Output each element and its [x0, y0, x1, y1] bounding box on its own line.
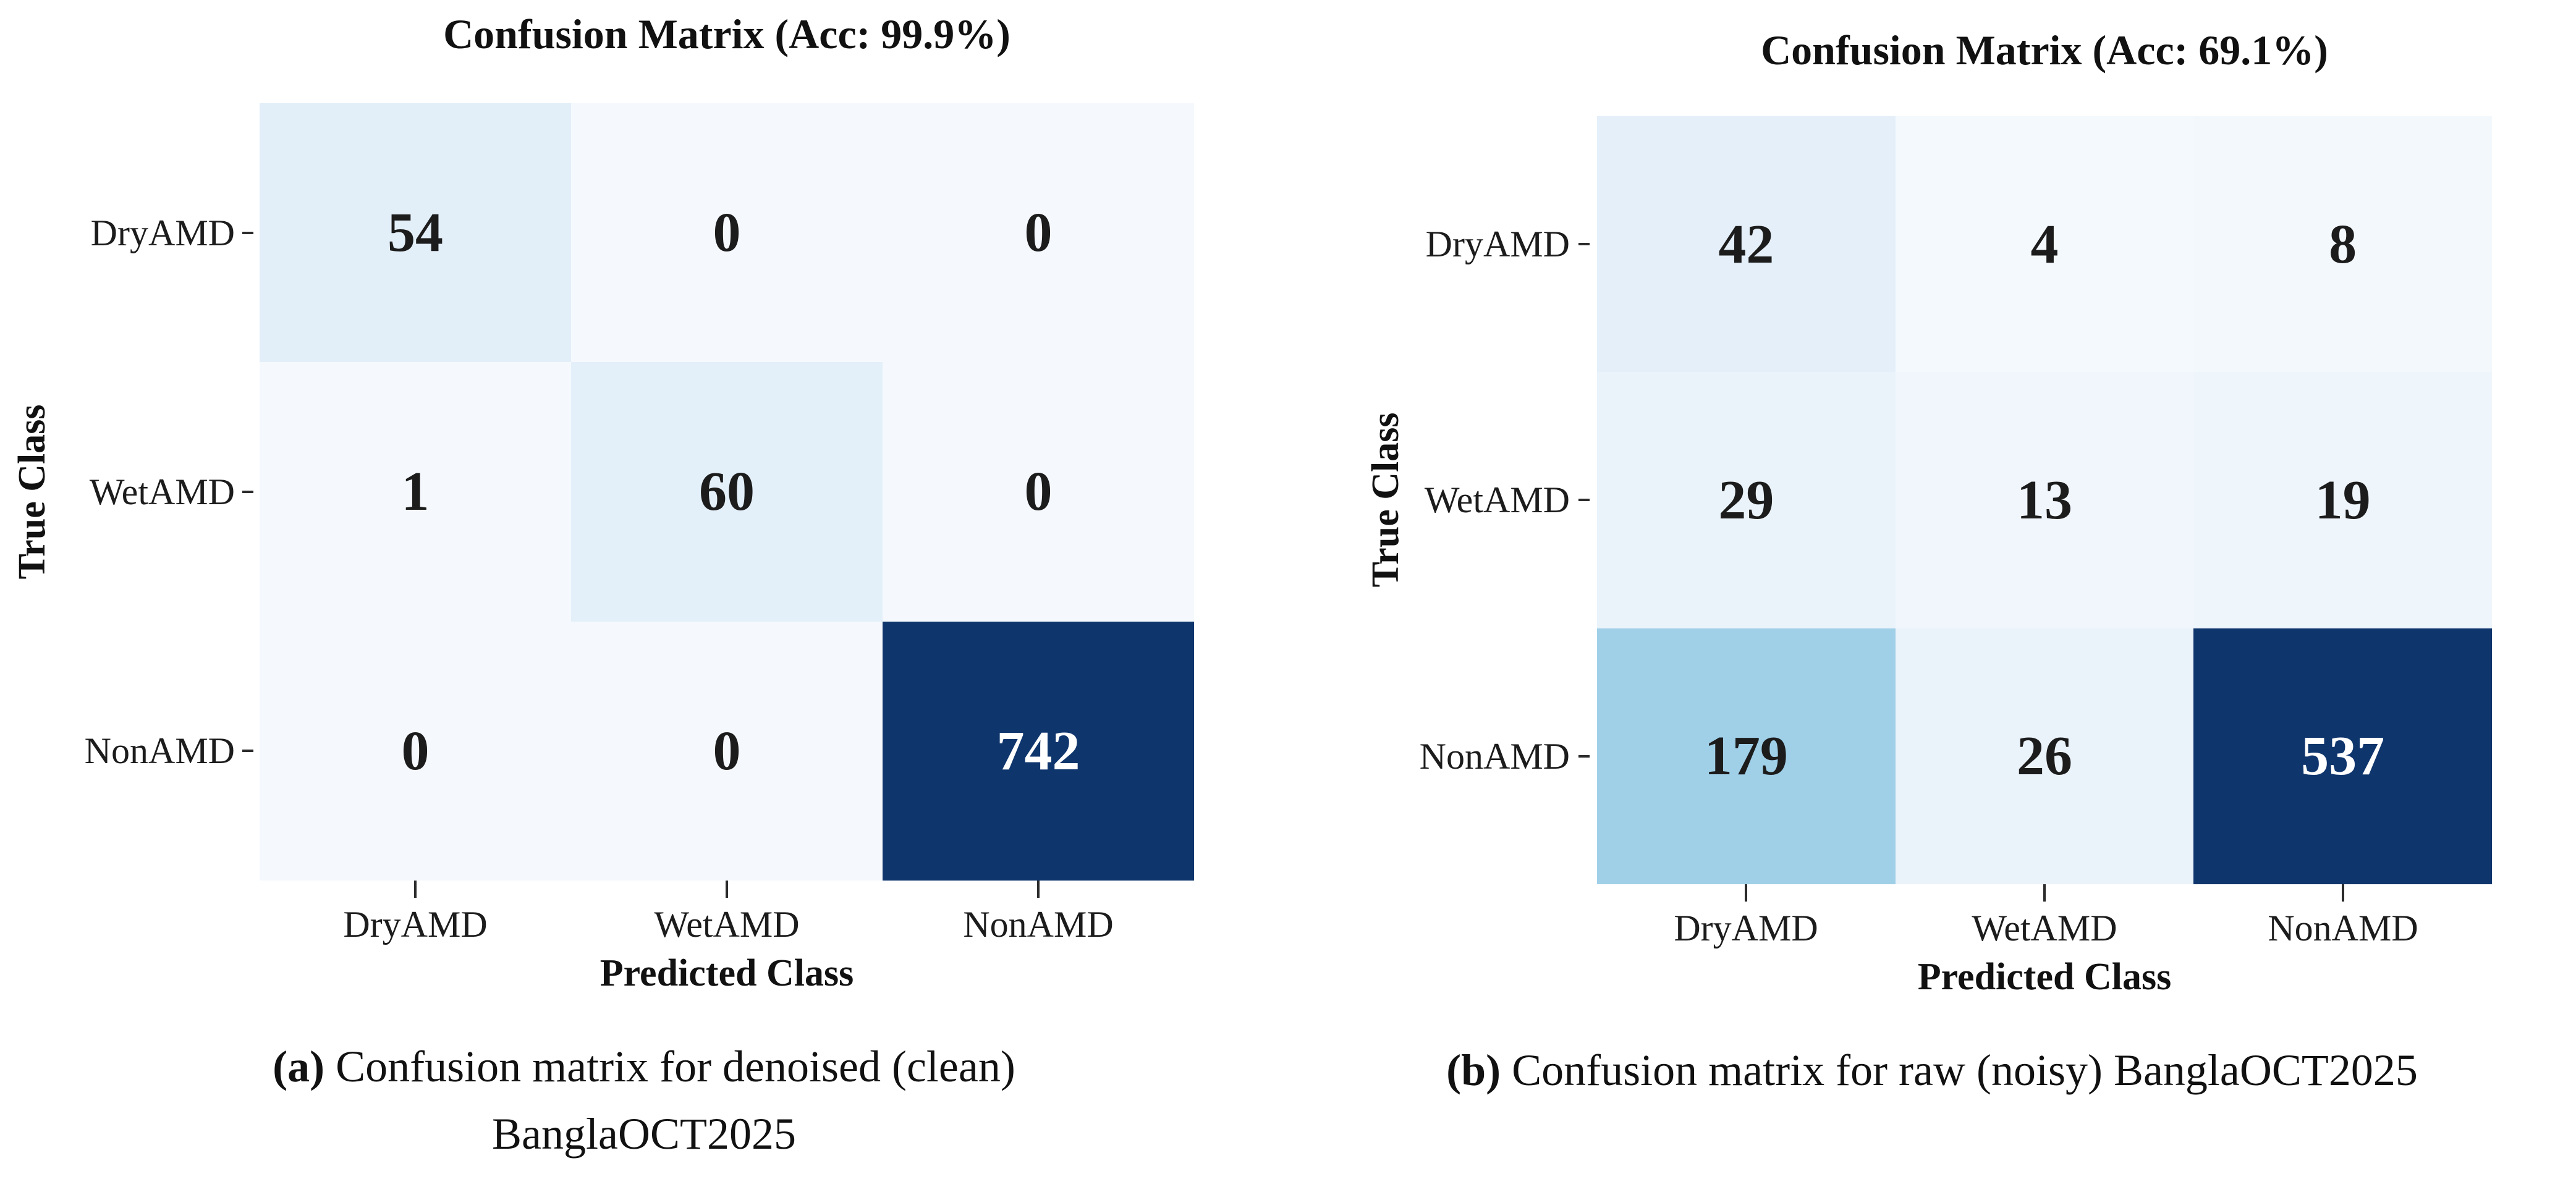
panel-a-ytickmark-2: [242, 491, 253, 493]
panel-b-xtickmark-1: [1745, 884, 1747, 902]
panel-a-caption: (a) Confusion matrix for denoised (clean…: [25, 1033, 1263, 1168]
panel-a-x-axis-label: Predicted Class: [600, 952, 854, 994]
confusion-cell-a-r0c1: 0: [571, 103, 883, 363]
panel-a-xtick-nonamd: NonAMD: [963, 904, 1114, 945]
panel-b-caption-line1: (b) Confusion matrix for raw (noisy) Ban…: [1300, 1037, 2564, 1104]
panel-b-caption-text: Confusion matrix for raw (noisy) BanglaO…: [1512, 1046, 2418, 1095]
panel-b-ytick-nonamd: NonAMD: [1419, 736, 1570, 777]
panel-a-caption-line2: BanglaOCT2025: [492, 1109, 796, 1159]
confusion-cell-b-r1c0: 29: [1597, 372, 1896, 628]
panel-b-ytickmark-2: [1578, 499, 1590, 501]
panel-b-confusion-matrix: 42 4 8 29 13 19 179 26 537: [1597, 116, 2492, 884]
panel-a-ytickmark-1: [242, 232, 253, 234]
confusion-cell-a-r1c1: 60: [571, 362, 883, 622]
panel-b-caption-marker: (b): [1446, 1046, 1501, 1095]
panel-a: Confusion Matrix (Acc: 99.9%) True Class…: [11, 11, 1263, 1168]
panel-b-chart-title: Confusion Matrix (Acc: 69.1%): [1761, 27, 2328, 74]
panel-b-xtick-dryamd: DryAMD: [1674, 908, 1818, 949]
panel-b-xtickmark-2: [2043, 884, 2046, 902]
confusion-cell-a-r2c2: 742: [883, 621, 1194, 881]
panel-a-chart-title: Confusion Matrix (Acc: 99.9%): [443, 11, 1010, 57]
panel-a-xtickmark-2: [726, 881, 728, 898]
confusion-cell-b-r0c2: 8: [2193, 116, 2492, 373]
confusion-cell-b-r0c0: 42: [1597, 116, 1896, 373]
panel-b-caption: (b) Confusion matrix for raw (noisy) Ban…: [1300, 1037, 2564, 1104]
panel-b-xtick-wetamd: WetAMD: [1972, 908, 2117, 949]
panel-b-ytick-dryamd: DryAMD: [1425, 224, 1570, 264]
panel-a-xtick-dryamd: DryAMD: [343, 904, 488, 945]
confusion-cell-a-r0c0: 54: [260, 103, 571, 363]
confusion-cell-a-r1c2: 0: [883, 362, 1194, 622]
panel-a-ytick-nonamd: NonAMD: [84, 730, 235, 771]
panel-a-caption-marker: (a): [273, 1042, 325, 1091]
panel-b-ytickmark-1: [1578, 243, 1590, 245]
panel-b-xtick-nonamd: NonAMD: [2268, 908, 2418, 949]
confusion-cell-b-r0c1: 4: [1895, 116, 2194, 373]
confusion-cell-b-r2c0: 179: [1597, 628, 1896, 884]
panel-a-caption-line1: (a) Confusion matrix for denoised (clean…: [25, 1033, 1263, 1101]
panel-b-xtickmark-3: [2342, 884, 2344, 902]
panel-a-ytick-dryamd: DryAMD: [90, 213, 235, 253]
panel-b-ytickmark-3: [1578, 755, 1590, 758]
confusion-cell-a-r2c1: 0: [571, 621, 883, 881]
panel-a-xtickmark-3: [1037, 881, 1040, 898]
panel-a-xtick-wetamd: WetAMD: [654, 904, 800, 945]
panel-b-x-axis-label: Predicted Class: [1917, 956, 2172, 998]
confusion-cell-b-r1c2: 19: [2193, 372, 2492, 628]
confusion-cell-a-r1c0: 1: [260, 362, 571, 622]
confusion-cell-b-r2c2: 537: [2193, 628, 2492, 884]
confusion-cell-a-r2c0: 0: [260, 621, 571, 881]
panel-b-ytick-wetamd: WetAMD: [1424, 480, 1570, 520]
confusion-cell-a-r0c2: 0: [883, 103, 1194, 363]
panel-a-ytick-wetamd: WetAMD: [89, 471, 235, 512]
confusion-cell-b-r2c1: 26: [1895, 628, 2194, 884]
panel-a-ytickmark-3: [242, 750, 253, 752]
panel-a-confusion-matrix: 54 0 0 1 60 0 0 0 742: [260, 103, 1194, 881]
panel-a-caption-text: Confusion matrix for denoised (clean): [336, 1042, 1015, 1091]
confusion-cell-b-r1c1: 13: [1895, 372, 2194, 628]
panel-a-xtickmark-1: [414, 881, 417, 898]
